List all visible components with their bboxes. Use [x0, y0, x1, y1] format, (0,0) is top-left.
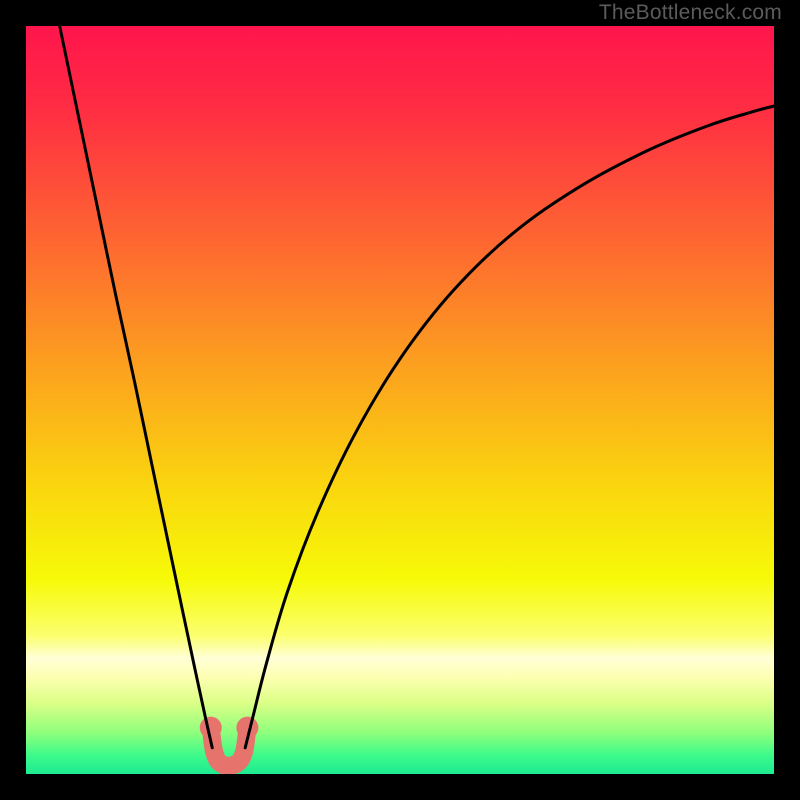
bottleneck-chart	[0, 0, 800, 800]
watermark-text: TheBottleneck.com	[599, 0, 782, 26]
